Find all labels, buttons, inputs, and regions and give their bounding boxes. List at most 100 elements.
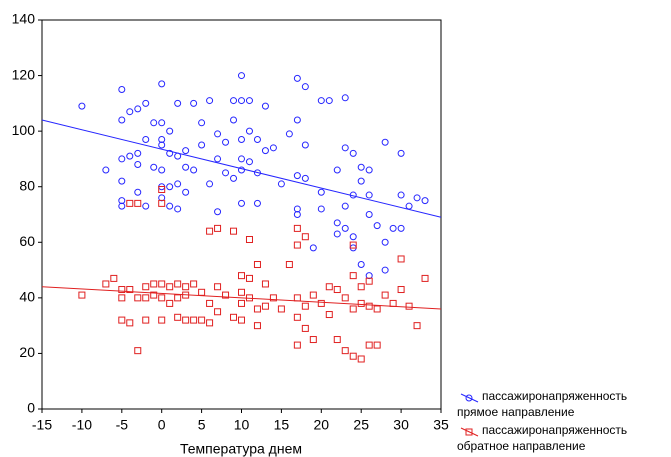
point: [166, 202, 174, 210]
point: [158, 199, 166, 207]
point: [309, 336, 317, 344]
x-tick-label: 15: [274, 417, 290, 433]
point: [166, 183, 174, 191]
point: [174, 313, 182, 321]
point: [150, 280, 158, 288]
x-tick-label: 25: [353, 417, 369, 433]
x-tick-label: -5: [116, 417, 129, 433]
point: [397, 224, 405, 232]
point: [174, 99, 182, 107]
point: [238, 166, 245, 174]
point: [126, 199, 134, 207]
point: [325, 97, 333, 105]
point: [253, 322, 261, 330]
point: [238, 299, 245, 307]
point: [293, 224, 301, 232]
point: [190, 166, 198, 174]
point: [301, 83, 309, 91]
point: [349, 305, 357, 313]
point: [325, 283, 333, 291]
point: [301, 174, 309, 182]
point: [158, 119, 166, 127]
point: [238, 272, 245, 280]
point: [198, 316, 206, 324]
point: [317, 299, 325, 307]
point: [182, 283, 190, 291]
point: [309, 291, 317, 299]
y-tick-label: 80: [19, 177, 35, 193]
point: [253, 169, 261, 177]
point: [222, 169, 230, 177]
point: [142, 202, 150, 210]
point: [150, 291, 158, 299]
point: [214, 224, 222, 232]
point: [301, 141, 309, 149]
trend-line: [41, 119, 442, 218]
point: [230, 313, 238, 321]
point: [293, 172, 301, 180]
point: [349, 272, 357, 280]
point: [317, 205, 325, 213]
point: [269, 294, 277, 302]
point: [238, 97, 245, 105]
point: [190, 99, 198, 107]
point: [142, 283, 150, 291]
point: [397, 286, 405, 294]
point: [214, 308, 222, 316]
point: [118, 85, 126, 93]
point: [182, 147, 190, 155]
point: [349, 233, 357, 241]
point: [413, 322, 421, 330]
point: [293, 116, 301, 124]
point: [158, 280, 166, 288]
point: [261, 302, 269, 310]
point: [134, 149, 142, 157]
legend-marker: [465, 428, 473, 436]
point: [198, 141, 206, 149]
point: [222, 291, 230, 299]
legend-entry: пассажиронапряженность прямое направлени…: [457, 389, 628, 419]
point: [134, 105, 142, 113]
point: [126, 108, 134, 116]
point: [349, 241, 357, 249]
x-tick-label: 5: [198, 417, 206, 433]
point: [341, 347, 349, 355]
legend-entry: пассажиронапряженность обратное направле…: [457, 423, 628, 453]
point: [158, 80, 166, 88]
point: [421, 197, 429, 205]
point: [190, 316, 198, 324]
point: [293, 241, 301, 249]
point: [238, 288, 245, 296]
point: [293, 313, 301, 321]
point: [381, 291, 389, 299]
point: [118, 316, 126, 324]
y-tick-label: 0: [27, 400, 35, 416]
point: [421, 274, 429, 282]
x-tick-label: 35: [433, 417, 449, 433]
point: [373, 341, 381, 349]
x-tick-label: 20: [314, 417, 330, 433]
point: [118, 202, 126, 210]
point: [118, 294, 126, 302]
point: [245, 158, 253, 166]
point: [134, 347, 142, 355]
point: [285, 261, 293, 269]
point: [118, 286, 126, 294]
point: [166, 299, 174, 307]
point: [174, 294, 182, 302]
point: [142, 316, 150, 324]
point: [142, 135, 150, 143]
point: [325, 311, 333, 319]
point: [222, 138, 230, 146]
point: [206, 299, 214, 307]
point: [245, 294, 253, 302]
point: [341, 94, 349, 102]
point: [182, 316, 190, 324]
point: [230, 97, 238, 105]
point: [245, 97, 253, 105]
point: [381, 266, 389, 274]
x-axis-label: Температура днем: [180, 441, 302, 457]
point: [333, 286, 341, 294]
point: [317, 188, 325, 196]
